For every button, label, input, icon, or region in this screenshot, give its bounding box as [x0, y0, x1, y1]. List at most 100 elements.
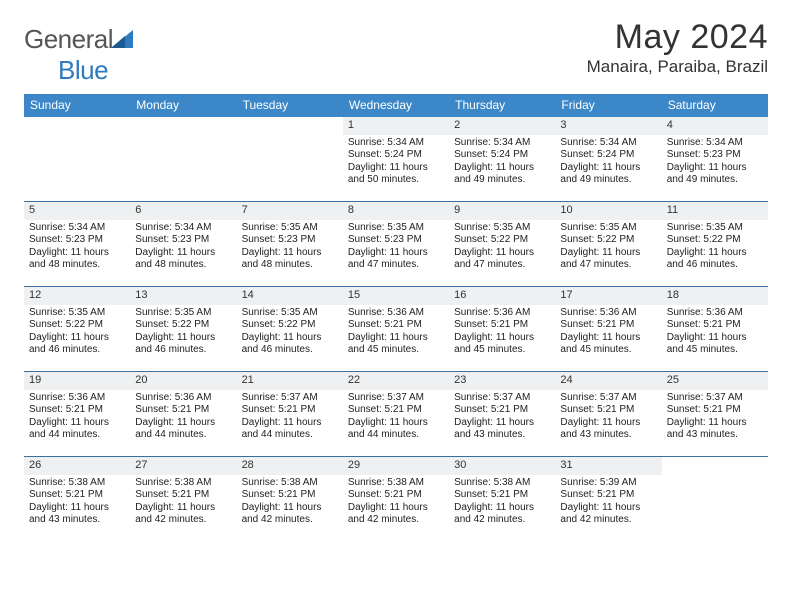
- daylight-text: Daylight: 11 hours and 47 minutes.: [348, 247, 444, 272]
- daylight-text: Daylight: 11 hours and 42 minutes.: [135, 502, 231, 527]
- day-cell: 2Sunrise: 5:34 AMSunset: 5:24 PMDaylight…: [449, 117, 555, 201]
- day-number: 9: [449, 202, 555, 220]
- day-cell: 7Sunrise: 5:35 AMSunset: 5:23 PMDaylight…: [237, 202, 343, 286]
- daylight-text: Daylight: 11 hours and 42 minutes.: [560, 502, 656, 527]
- sunset-text: Sunset: 5:21 PM: [348, 404, 444, 417]
- sunset-text: Sunset: 5:21 PM: [135, 489, 231, 502]
- day-cell: 24Sunrise: 5:37 AMSunset: 5:21 PMDayligh…: [555, 372, 661, 456]
- day-number: 31: [555, 457, 661, 475]
- day-body: Sunrise: 5:35 AMSunset: 5:23 PMDaylight:…: [343, 220, 449, 276]
- day-body: Sunrise: 5:35 AMSunset: 5:23 PMDaylight:…: [237, 220, 343, 276]
- daylight-text: Daylight: 11 hours and 42 minutes.: [348, 502, 444, 527]
- sunrise-text: Sunrise: 5:39 AM: [560, 477, 656, 490]
- day-body: Sunrise: 5:36 AMSunset: 5:21 PMDaylight:…: [130, 390, 236, 446]
- sunset-text: Sunset: 5:23 PM: [667, 149, 763, 162]
- day-body: Sunrise: 5:37 AMSunset: 5:21 PMDaylight:…: [343, 390, 449, 446]
- day-number: 20: [130, 372, 236, 390]
- dow-wednesday: Wednesday: [343, 94, 449, 117]
- day-number: 3: [555, 117, 661, 135]
- sunrise-text: Sunrise: 5:36 AM: [454, 307, 550, 320]
- day-number: 25: [662, 372, 768, 390]
- sunrise-text: Sunrise: 5:36 AM: [135, 392, 231, 405]
- day-number: 18: [662, 287, 768, 305]
- day-number: 28: [237, 457, 343, 475]
- day-cell: 10Sunrise: 5:35 AMSunset: 5:22 PMDayligh…: [555, 202, 661, 286]
- day-body: Sunrise: 5:36 AMSunset: 5:21 PMDaylight:…: [662, 305, 768, 361]
- sunset-text: Sunset: 5:21 PM: [454, 319, 550, 332]
- day-number: 22: [343, 372, 449, 390]
- brand-part1: General: [24, 24, 113, 54]
- day-number: 15: [343, 287, 449, 305]
- sunrise-text: Sunrise: 5:38 AM: [29, 477, 125, 490]
- sunrise-text: Sunrise: 5:36 AM: [29, 392, 125, 405]
- day-cell: 17Sunrise: 5:36 AMSunset: 5:21 PMDayligh…: [555, 287, 661, 371]
- calendar-page: General Blue May 2024 Manaira, Paraiba, …: [0, 0, 792, 559]
- day-number: 7: [237, 202, 343, 220]
- daylight-text: Daylight: 11 hours and 43 minutes.: [29, 502, 125, 527]
- sunrise-text: Sunrise: 5:37 AM: [242, 392, 338, 405]
- day-body: Sunrise: 5:34 AMSunset: 5:24 PMDaylight:…: [343, 135, 449, 191]
- sunrise-text: Sunrise: 5:35 AM: [348, 222, 444, 235]
- sunset-text: Sunset: 5:21 PM: [560, 404, 656, 417]
- day-cell: 13Sunrise: 5:35 AMSunset: 5:22 PMDayligh…: [130, 287, 236, 371]
- sunset-text: Sunset: 5:24 PM: [348, 149, 444, 162]
- day-number: 17: [555, 287, 661, 305]
- sunset-text: Sunset: 5:24 PM: [454, 149, 550, 162]
- day-number: 29: [343, 457, 449, 475]
- sunset-text: Sunset: 5:22 PM: [29, 319, 125, 332]
- sunset-text: Sunset: 5:21 PM: [242, 489, 338, 502]
- day-body: Sunrise: 5:38 AMSunset: 5:21 PMDaylight:…: [343, 475, 449, 531]
- brand-logo: General Blue: [24, 18, 133, 86]
- sunrise-text: Sunrise: 5:38 AM: [348, 477, 444, 490]
- day-cell: 1Sunrise: 5:34 AMSunset: 5:24 PMDaylight…: [343, 117, 449, 201]
- brand-part2: Blue: [58, 55, 108, 85]
- week-row: 1Sunrise: 5:34 AMSunset: 5:24 PMDaylight…: [24, 117, 768, 201]
- sunset-text: Sunset: 5:21 PM: [667, 319, 763, 332]
- day-body: Sunrise: 5:36 AMSunset: 5:21 PMDaylight:…: [343, 305, 449, 361]
- daylight-text: Daylight: 11 hours and 44 minutes.: [242, 417, 338, 442]
- day-cell: [662, 457, 768, 541]
- sunset-text: Sunset: 5:22 PM: [667, 234, 763, 247]
- day-cell: 30Sunrise: 5:38 AMSunset: 5:21 PMDayligh…: [449, 457, 555, 541]
- sunrise-text: Sunrise: 5:35 AM: [667, 222, 763, 235]
- daylight-text: Daylight: 11 hours and 43 minutes.: [454, 417, 550, 442]
- brand-text: General Blue: [24, 24, 133, 86]
- sunset-text: Sunset: 5:21 PM: [29, 489, 125, 502]
- week-row: 19Sunrise: 5:36 AMSunset: 5:21 PMDayligh…: [24, 371, 768, 456]
- day-cell: 16Sunrise: 5:36 AMSunset: 5:21 PMDayligh…: [449, 287, 555, 371]
- sunrise-text: Sunrise: 5:38 AM: [454, 477, 550, 490]
- sail-icon: [111, 30, 133, 48]
- dow-tuesday: Tuesday: [237, 94, 343, 117]
- day-number: 21: [237, 372, 343, 390]
- sunrise-text: Sunrise: 5:34 AM: [135, 222, 231, 235]
- day-cell: 27Sunrise: 5:38 AMSunset: 5:21 PMDayligh…: [130, 457, 236, 541]
- day-number: 1: [343, 117, 449, 135]
- daylight-text: Daylight: 11 hours and 46 minutes.: [29, 332, 125, 357]
- daylight-text: Daylight: 11 hours and 46 minutes.: [242, 332, 338, 357]
- day-cell: 23Sunrise: 5:37 AMSunset: 5:21 PMDayligh…: [449, 372, 555, 456]
- day-cell: [24, 117, 130, 201]
- day-cell: 25Sunrise: 5:37 AMSunset: 5:21 PMDayligh…: [662, 372, 768, 456]
- day-cell: 29Sunrise: 5:38 AMSunset: 5:21 PMDayligh…: [343, 457, 449, 541]
- daylight-text: Daylight: 11 hours and 44 minutes.: [135, 417, 231, 442]
- day-cell: 19Sunrise: 5:36 AMSunset: 5:21 PMDayligh…: [24, 372, 130, 456]
- day-body: Sunrise: 5:34 AMSunset: 5:23 PMDaylight:…: [24, 220, 130, 276]
- dow-header-row: Sunday Monday Tuesday Wednesday Thursday…: [24, 94, 768, 117]
- sunset-text: Sunset: 5:21 PM: [29, 404, 125, 417]
- daylight-text: Daylight: 11 hours and 46 minutes.: [667, 247, 763, 272]
- location-label: Manaira, Paraiba, Brazil: [587, 57, 768, 77]
- sunset-text: Sunset: 5:22 PM: [242, 319, 338, 332]
- daylight-text: Daylight: 11 hours and 45 minutes.: [667, 332, 763, 357]
- dow-monday: Monday: [130, 94, 236, 117]
- daylight-text: Daylight: 11 hours and 49 minutes.: [560, 162, 656, 187]
- day-cell: 6Sunrise: 5:34 AMSunset: 5:23 PMDaylight…: [130, 202, 236, 286]
- day-body: Sunrise: 5:35 AMSunset: 5:22 PMDaylight:…: [662, 220, 768, 276]
- day-body: Sunrise: 5:37 AMSunset: 5:21 PMDaylight:…: [237, 390, 343, 446]
- month-title: May 2024: [587, 18, 768, 57]
- dow-thursday: Thursday: [449, 94, 555, 117]
- daylight-text: Daylight: 11 hours and 45 minutes.: [348, 332, 444, 357]
- sunset-text: Sunset: 5:22 PM: [454, 234, 550, 247]
- day-body: Sunrise: 5:38 AMSunset: 5:21 PMDaylight:…: [237, 475, 343, 531]
- daylight-text: Daylight: 11 hours and 43 minutes.: [560, 417, 656, 442]
- daylight-text: Daylight: 11 hours and 48 minutes.: [29, 247, 125, 272]
